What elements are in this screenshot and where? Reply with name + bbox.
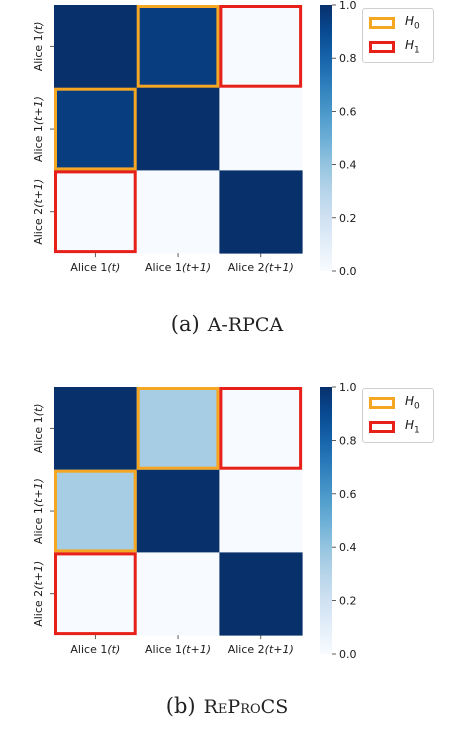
legend-a: H0 H1 (362, 8, 434, 63)
colorbar-tick-label: 0.4 (339, 159, 357, 172)
highlight-h1-box (219, 5, 303, 88)
colorbar-tick-label: 0.6 (339, 105, 357, 118)
highlight-h1-box (54, 552, 137, 636)
legend-label-h0: H0 (405, 394, 420, 412)
highlight-h1-box (219, 387, 303, 470)
heatmap-cell-1-1 (136, 87, 220, 171)
heatmap-cell-2-1 (136, 552, 220, 636)
caption-b: (b) ReProCS (0, 694, 454, 718)
heatmap-cell-2-1 (136, 170, 220, 254)
legend-entry-h0: H0 (369, 14, 420, 32)
heatmap-cell-2-2 (219, 170, 303, 254)
heatmap-b: Alice 1(t) Alice 1(t+1) Alice 2(t+1) Alice … (32, 381, 357, 661)
heatmap-cell-0-0 (54, 387, 138, 471)
highlight-h0-box (54, 469, 137, 553)
x-tick-label: Alice 2(t+1) (228, 261, 294, 274)
legend-entry-h1: H1 (369, 38, 420, 56)
legend-swatch-h0 (369, 17, 395, 29)
x-tick-label: Alice 1(t) (70, 643, 120, 656)
legend-entry-h1: H1 (369, 418, 420, 436)
legend-label-h1: H1 (405, 38, 420, 56)
y-tick-label: Alice 1(t+1) (32, 96, 45, 162)
legend-label-h0: H0 (405, 14, 420, 32)
heatmap-cell-0-1 (136, 387, 220, 471)
colorbar-tick-label: 1.0 (339, 0, 357, 12)
heatmap-cell-1-0 (54, 87, 138, 171)
heatmap-cell-0-0 (54, 5, 138, 89)
legend-swatch-h1 (369, 41, 395, 53)
legend-swatch-h0 (369, 397, 395, 409)
legend-b: H0 H1 (362, 388, 434, 443)
caption-method-a: A-RPCA (207, 314, 284, 336)
colorbar-tick-label: 0.0 (339, 648, 357, 661)
x-tick-label: Alice 1(t+1) (145, 643, 211, 656)
caption-a: (a) A-RPCA (0, 312, 454, 336)
colorbar-tick-label: 0.6 (339, 488, 357, 501)
y-tick-label: Alice 1(t) (32, 403, 45, 453)
y-tick-label: Alice 2(t+1) (32, 561, 45, 627)
y-tick-label: Alice 1(t+1) (32, 478, 45, 544)
legend-swatch-h1 (369, 421, 395, 433)
colorbar-tick-label: 1.0 (339, 381, 357, 394)
highlight-h0-box (136, 387, 220, 470)
heatmap-cell-0-2 (219, 5, 303, 89)
colorbar-tick-label: 0.8 (339, 434, 357, 447)
heatmap-cell-2-2 (219, 552, 303, 636)
heatmap-cell-1-2 (219, 87, 303, 171)
colorbar-tick-label: 0.0 (339, 265, 357, 278)
y-tick-label: Alice 2(t+1) (32, 179, 45, 245)
colorbar-tick-label: 0.2 (339, 595, 357, 608)
highlight-h0-box (54, 87, 137, 171)
colorbar (320, 387, 332, 654)
caption-letter-b: (b) (165, 694, 196, 718)
legend-entry-h0: H0 (369, 394, 420, 412)
heatmap-cell-1-0 (54, 469, 138, 553)
highlight-h1-box (54, 170, 137, 254)
y-tick-label: Alice 1(t) (32, 21, 45, 71)
legend-label-h1: H1 (405, 418, 420, 436)
colorbar (320, 5, 332, 271)
colorbar-tick-label: 0.4 (339, 541, 357, 554)
x-tick-label: Alice 1(t) (70, 261, 120, 274)
heatmap-cell-0-2 (219, 387, 303, 471)
heatmap-panel-a: Alice 1(t) Alice 1(t+1) Alice 2(t+1) Alice … (0, 0, 454, 336)
heatmap-cell-2-0 (54, 552, 138, 636)
caption-letter-a: (a) (170, 312, 200, 336)
heatmap-cell-0-1 (136, 5, 220, 89)
heatmap-panel-b: Alice 1(t) Alice 1(t+1) Alice 2(t+1) Alice … (0, 372, 454, 744)
heatmap-cell-1-1 (136, 469, 220, 553)
colorbar-tick-label: 0.2 (339, 212, 357, 225)
heatmap-cell-2-0 (54, 170, 138, 254)
colorbar-tick-label: 0.8 (339, 52, 357, 65)
x-tick-label: Alice 1(t+1) (145, 261, 211, 274)
caption-method-b: ReProCS (203, 696, 289, 718)
highlight-h0-box (136, 5, 220, 88)
heatmap-a: Alice 1(t) Alice 1(t+1) Alice 2(t+1) Alice … (32, 0, 357, 278)
x-tick-label: Alice 2(t+1) (228, 643, 294, 656)
heatmap-cell-1-2 (219, 469, 303, 553)
